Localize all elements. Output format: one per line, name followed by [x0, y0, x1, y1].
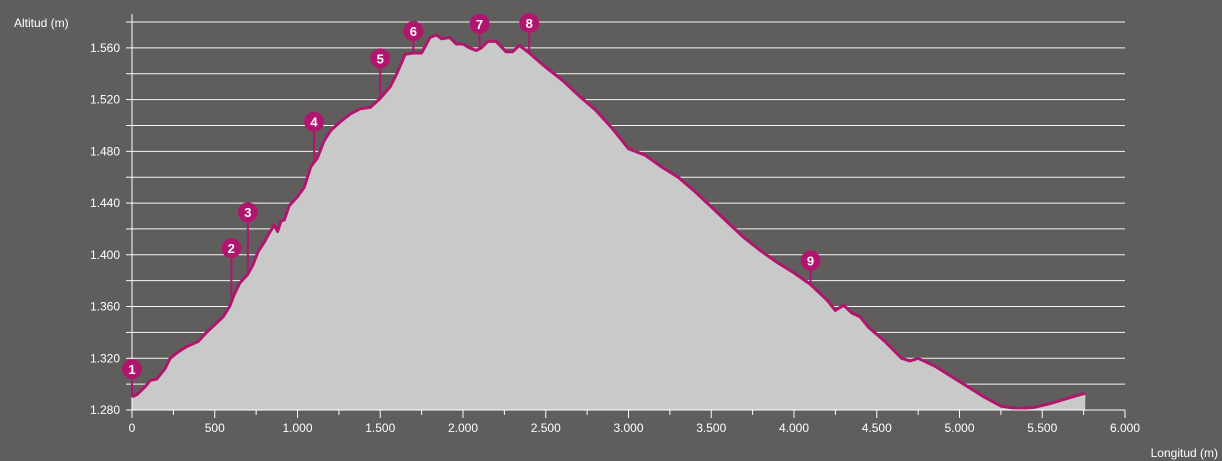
x-tick-label: 3.500 — [696, 421, 726, 435]
y-tick-label: 1.480 — [90, 144, 120, 158]
x-tick-label: 6.000 — [1110, 421, 1140, 435]
waypoint-number: 3 — [244, 205, 251, 220]
waypoint-badge — [519, 13, 540, 34]
waypoint-number: 6 — [410, 24, 417, 39]
waypoint-marker-4: 4 — [304, 111, 325, 162]
waypoint-number: 1 — [128, 362, 135, 377]
y-tick-label: 1.560 — [90, 41, 120, 55]
waypoint-badge — [469, 13, 490, 34]
waypoint-badge — [237, 202, 258, 223]
waypoint-marker-1: 1 — [122, 359, 142, 398]
waypoint-badge — [403, 21, 424, 42]
waypoint-marker-3: 3 — [237, 202, 258, 275]
x-tick-label: 5.500 — [1027, 421, 1057, 435]
x-tick-label: 5.000 — [944, 421, 974, 435]
profile-area — [131, 33, 1086, 411]
waypoint-number: 4 — [310, 115, 318, 130]
waypoint-marker-5: 5 — [370, 48, 391, 99]
waypoint-marker-7: 7 — [469, 13, 490, 48]
y-tick-label: 1.360 — [90, 300, 120, 314]
x-axis-title: Longitud (m) — [1151, 446, 1218, 460]
waypoint-number: 8 — [526, 16, 533, 31]
x-tick-label: 0 — [129, 421, 136, 435]
y-axis-title: Altitud (m) — [14, 16, 69, 30]
x-tick-label: 4.000 — [779, 421, 809, 435]
waypoint-marker-2: 2 — [221, 238, 242, 297]
waypoint-marker-6: 6 — [403, 21, 424, 54]
waypoint-marker-8: 8 — [519, 13, 540, 54]
elevation-area — [132, 34, 1086, 411]
x-tick-label: 1.500 — [365, 421, 395, 435]
y-tick-label: 1.440 — [90, 196, 120, 210]
y-tick-label: 1.400 — [90, 248, 120, 262]
y-tick-label: 1.320 — [90, 351, 120, 365]
waypoint-badge — [221, 238, 242, 259]
x-tick-label: 500 — [205, 421, 225, 435]
waypoint-badge — [304, 111, 325, 132]
waypoint-marker-9: 9 — [800, 250, 821, 285]
axes: 1.280 1.320 1.360 1.400 1.440 1.480 1.520 1.560… — [90, 14, 1140, 435]
y-tick-label: 1.520 — [90, 93, 120, 107]
x-tick-label: 2.500 — [531, 421, 561, 435]
waypoint-markers: 1 2 3 4 5 6 7 8 9 — [122, 13, 821, 398]
waypoint-number: 7 — [476, 17, 483, 32]
y-tick-label: 1.280 — [90, 403, 120, 417]
x-tick-label: 3.000 — [613, 421, 643, 435]
waypoint-number: 9 — [807, 254, 814, 269]
elevation-line — [131, 33, 1086, 411]
x-tick-label: 1.000 — [282, 421, 312, 435]
waypoint-badge — [122, 359, 142, 380]
waypoint-number: 2 — [228, 241, 235, 256]
waypoint-badge — [370, 48, 391, 69]
waypoint-number: 5 — [377, 51, 384, 66]
waypoint-badge — [800, 250, 821, 271]
x-tick-label: 2.000 — [448, 421, 478, 435]
x-tick-label: 4.500 — [862, 421, 892, 435]
